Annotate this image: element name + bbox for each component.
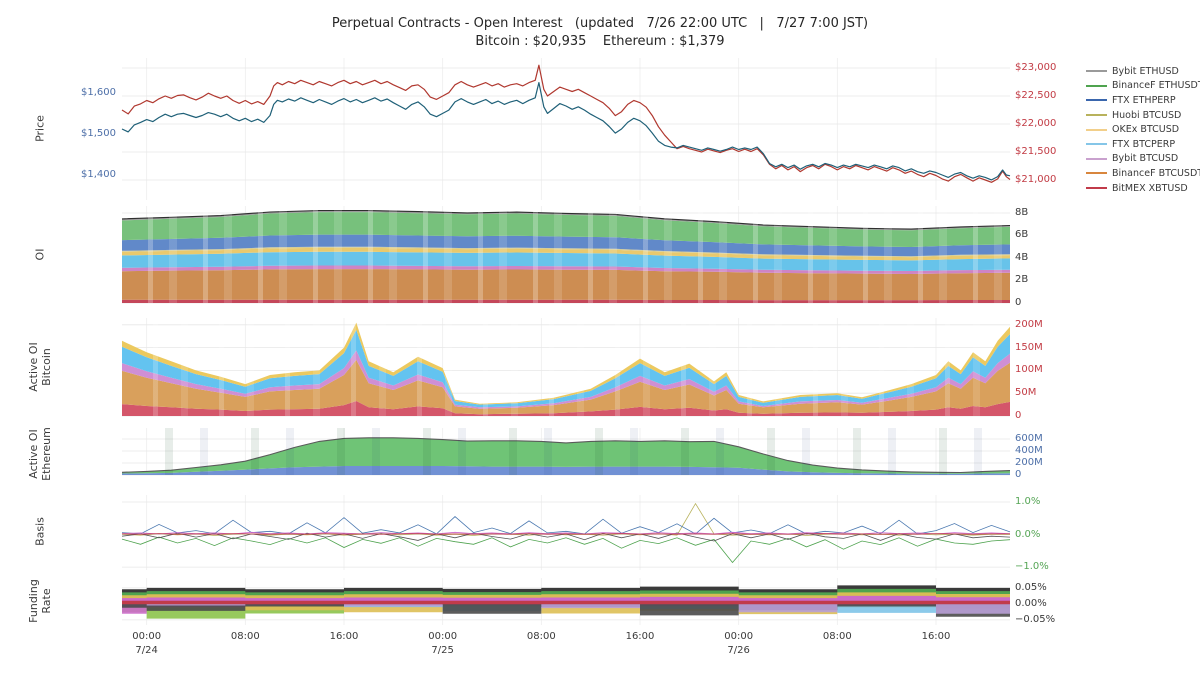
- page-title: Perpetual Contracts - Open Interest (upd…: [331, 16, 869, 31]
- panel-label-oi: OI: [33, 248, 47, 261]
- legend-label: OKEx BTCUSD: [1112, 124, 1180, 136]
- area-huobi-btcusd: [122, 246, 1010, 258]
- panel-label-price: Price: [33, 115, 47, 142]
- legend-item: Bybit BTCUSD: [1086, 152, 1200, 167]
- page-subtitle: Bitcoin : $20,935 Ethereum : $1,379: [475, 34, 725, 49]
- legend-item: BitMEX XBTUSD: [1086, 181, 1200, 196]
- area-binancef-ethusdt: [122, 437, 1010, 474]
- legend-label: Huobi BTCUSD: [1112, 109, 1182, 121]
- legend-label: BinanceF ETHUSDT: [1112, 80, 1200, 92]
- legend-item: BinanceF ETHUSDT: [1086, 79, 1200, 94]
- legend-line-swatch: [1086, 187, 1107, 190]
- legend-label: Bybit BTCUSD: [1112, 153, 1179, 165]
- area-ftx-ethperp: [122, 234, 1010, 257]
- area-bitmex-xbtusd: [122, 299, 1010, 303]
- legend-line-swatch: [1086, 84, 1107, 87]
- legend-item: FTX ETHPERP: [1086, 93, 1200, 108]
- funding-band-bitmex-xbtusd: [122, 600, 1010, 604]
- total-line: [121, 209, 1011, 230]
- area-bybit-btcusd: [122, 265, 1010, 274]
- basis-line-ftx-ethperp: [121, 516, 1011, 535]
- area-okex-btcusd: [122, 247, 1010, 261]
- legend-item: Huobi BTCUSD: [1086, 108, 1200, 123]
- legend-item: OKEx BTCUSD: [1086, 122, 1200, 137]
- legend-label: Bybit ETHUSD: [1112, 65, 1179, 77]
- legend-item: BinanceF BTCUSDT: [1086, 166, 1200, 181]
- legend-label: FTX ETHPERP: [1112, 94, 1176, 106]
- legend-item: FTX BTCPERP: [1086, 137, 1200, 152]
- legend-label: FTX BTCPERP: [1112, 138, 1176, 150]
- area-bitmex-xbtusd: [122, 401, 1010, 416]
- legend-line-swatch: [1086, 70, 1107, 73]
- legend: Bybit ETHUSD BinanceF ETHUSDT FTX ETHPERP H…: [1086, 64, 1200, 195]
- area-binancef-btcusdt: [122, 269, 1010, 301]
- legend-label: BinanceF BTCUSDT: [1112, 167, 1200, 179]
- area-ftx-btcperp: [122, 251, 1010, 271]
- legend-label: BitMEX XBTUSD: [1112, 182, 1188, 194]
- area-binancef-btcusdt: [122, 359, 1010, 415]
- area-bybit-ethusd: [122, 210, 1010, 231]
- legend-item: Bybit ETHUSD: [1086, 64, 1200, 79]
- legend-line-swatch: [1086, 128, 1107, 131]
- basis-line-bitmex-xbtusd: [121, 533, 1010, 535]
- legend-line-swatch: [1086, 143, 1107, 146]
- legend-line-swatch: [1086, 114, 1107, 117]
- line-eth-perpetual-price: [121, 82, 1011, 181]
- legend-line-swatch: [1086, 157, 1107, 160]
- line-btc-perpetual-price: [121, 64, 1011, 183]
- basis-line-huobi-btcusd: [121, 502, 1011, 536]
- area-ftx-ethperp: [122, 466, 1010, 475]
- funding-band-huobi-btcusd: [122, 603, 1010, 614]
- legend-line-swatch: [1086, 99, 1107, 102]
- total-line: [121, 437, 1011, 474]
- legend-line-swatch: [1086, 172, 1107, 175]
- panel-label-funding-rate: Funding Rate: [27, 579, 53, 623]
- basis-line-binancef-ethusdt: [121, 536, 1011, 564]
- area-binancef-ethusdt: [122, 212, 1010, 247]
